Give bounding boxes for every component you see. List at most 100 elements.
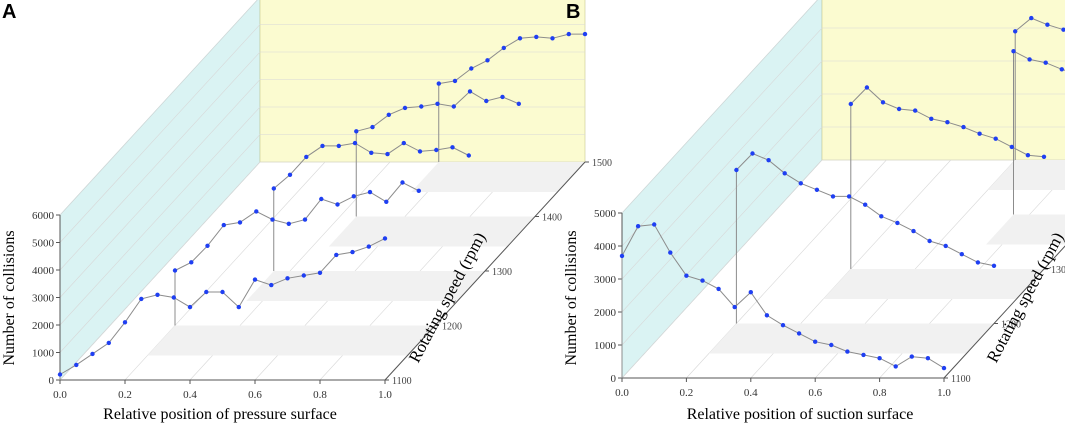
data-point — [434, 147, 439, 153]
data-point — [684, 273, 689, 278]
y-tick-label: 4000 — [594, 241, 617, 253]
data-point — [402, 105, 408, 111]
data-point — [925, 356, 931, 361]
z-tick-label: 1200 — [1001, 320, 1021, 331]
data-point — [829, 342, 834, 348]
data-point — [122, 320, 128, 325]
data-point — [1027, 57, 1032, 62]
data-point — [782, 171, 787, 176]
data-point — [286, 221, 291, 226]
data-point — [566, 31, 571, 37]
data-point — [74, 362, 79, 368]
data-point — [221, 222, 226, 228]
data-point — [384, 199, 389, 204]
data-point — [1061, 27, 1065, 32]
data-point — [516, 101, 521, 107]
data-point — [370, 124, 375, 130]
floor-x-gridline — [59, 161, 261, 381]
data-series — [57, 31, 588, 380]
data-point — [304, 154, 309, 160]
data-point — [205, 243, 210, 248]
data-point — [285, 276, 290, 281]
tick-labels: 0.0 0.2 0.4 0.6 0.8 1.0 0 1000 2000 3000 4000 5000 1… — [594, 208, 1065, 399]
data-point — [941, 365, 947, 371]
x-tick-label: 1.0 — [378, 389, 392, 401]
z-tick-label: 1100 — [392, 376, 412, 387]
data-point — [796, 331, 802, 336]
data-point — [798, 181, 803, 186]
y-gridline — [621, 126, 1065, 346]
data-point — [861, 352, 866, 358]
y-gridline — [59, 0, 258, 216]
y-gridline — [59, 134, 585, 353]
data-point — [929, 116, 934, 122]
data-point — [287, 172, 293, 177]
data-point — [320, 143, 325, 149]
data-point — [750, 151, 755, 156]
data-point — [419, 104, 424, 109]
data-point — [534, 34, 539, 40]
data-point — [172, 268, 178, 273]
data-point — [417, 149, 423, 154]
data-point — [171, 295, 176, 300]
data-point — [1011, 49, 1016, 54]
data-point — [466, 153, 471, 158]
panel-a: A 0.0 0.2 0.4 0.6 0.8 1.0 0 1000 2000 3000 4000 500… — [1, 0, 612, 423]
data-point — [189, 260, 194, 265]
data-point — [435, 101, 440, 107]
y-tick-label: 1000 — [594, 340, 617, 352]
panel-label: A — [2, 1, 16, 23]
floor-shade-plane — [823, 269, 1044, 299]
y-tick-label: 5000 — [32, 238, 55, 250]
data-point — [848, 101, 853, 107]
data-point — [1025, 153, 1031, 158]
data-point — [106, 340, 112, 346]
floor-shade-plane — [328, 216, 535, 247]
data-point — [452, 78, 458, 84]
y-gridline — [59, 24, 585, 243]
series-line-1200 — [174, 181, 420, 271]
data-point — [1043, 60, 1048, 65]
left-wall-plane — [621, 0, 823, 379]
data-point — [913, 108, 918, 113]
data-point — [236, 304, 241, 310]
data-point — [382, 236, 388, 241]
data-point — [877, 356, 882, 361]
data-point — [351, 194, 356, 199]
axes — [56, 161, 589, 384]
data-point — [635, 224, 641, 229]
data-point — [911, 228, 916, 234]
data-point — [1013, 29, 1018, 34]
z-tick-label: 1400 — [542, 213, 562, 224]
data-point — [927, 238, 932, 244]
y-tick-label: 4000 — [32, 265, 55, 277]
series-line-1500 — [1014, 17, 1065, 32]
data-point — [451, 104, 456, 109]
floor-planes — [147, 162, 585, 356]
y-tick-label: 5000 — [594, 208, 617, 220]
x-tick-label: 0.6 — [248, 389, 262, 401]
y-tick-label: 3000 — [32, 293, 55, 305]
data-point — [269, 282, 274, 288]
floor-planes — [708, 160, 1065, 354]
y-gridline — [621, 93, 1065, 313]
data-point — [436, 81, 441, 86]
x-tick-label: 0.4 — [183, 389, 197, 401]
data-point — [450, 145, 455, 150]
floor-shade-plane — [246, 271, 485, 301]
y-tick-label: 2000 — [594, 307, 617, 319]
x-tick-label: 0.6 — [808, 387, 822, 399]
data-point — [254, 209, 259, 214]
y-tick-label: 1000 — [32, 348, 55, 360]
y-gridline — [59, 51, 585, 271]
data-point — [139, 296, 144, 302]
data-point — [335, 202, 340, 207]
data-point — [830, 194, 836, 199]
data-point — [386, 112, 391, 118]
data-point — [864, 85, 870, 90]
data-point — [550, 36, 555, 41]
data-point — [945, 120, 950, 125]
data-point — [416, 188, 421, 193]
data-point — [748, 290, 753, 295]
